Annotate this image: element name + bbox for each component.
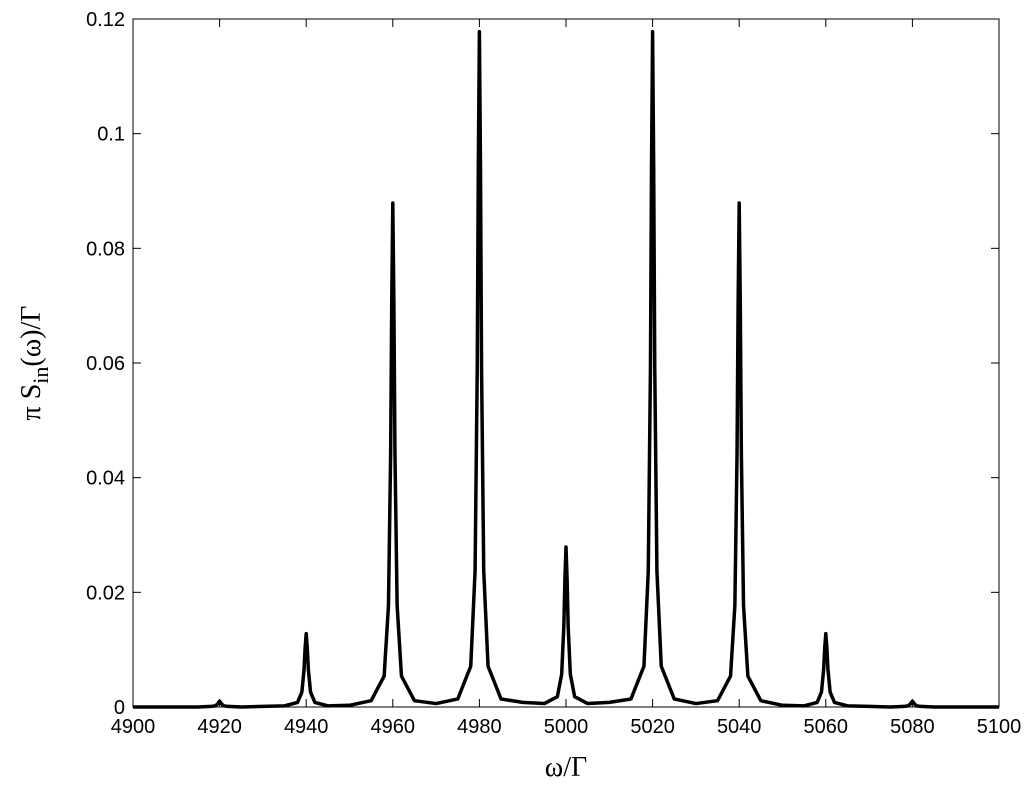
y-axis-title-tail: (ω)/Γ: [16, 306, 47, 367]
y-tick-label: 0: [114, 697, 125, 719]
y-tick-label: 0.06: [86, 353, 125, 375]
x-axis-title: ω/Γ: [545, 752, 587, 783]
x-tick-label: 4900: [111, 716, 156, 738]
x-tick-label: 5060: [804, 716, 849, 738]
y-tick-label: 0.1: [97, 124, 125, 146]
y-tick-label: 0.08: [86, 238, 125, 260]
x-tick-label: 5040: [717, 716, 762, 738]
y-tick-label: 0.12: [86, 9, 125, 31]
x-tick-label: 4980: [457, 716, 502, 738]
y-axis-title: π Sin(ω)/Γ: [16, 306, 53, 421]
x-tick-label: 4920: [197, 716, 242, 738]
x-tick-label: 5000: [544, 716, 589, 738]
x-tick-label: 5080: [890, 716, 935, 738]
y-tick-label: 0.04: [86, 468, 125, 490]
x-tick-label: 5100: [977, 716, 1022, 738]
y-tick-label: 0.02: [86, 582, 125, 604]
y-axis-title-sub: in: [28, 367, 53, 384]
x-tick-label: 4960: [371, 716, 416, 738]
y-axis-title-main: π S: [16, 384, 47, 421]
x-tick-label: 5020: [630, 716, 675, 738]
plot-frame: [132, 18, 1000, 708]
x-tick-label: 4940: [284, 716, 329, 738]
data-line: [133, 29, 999, 709]
